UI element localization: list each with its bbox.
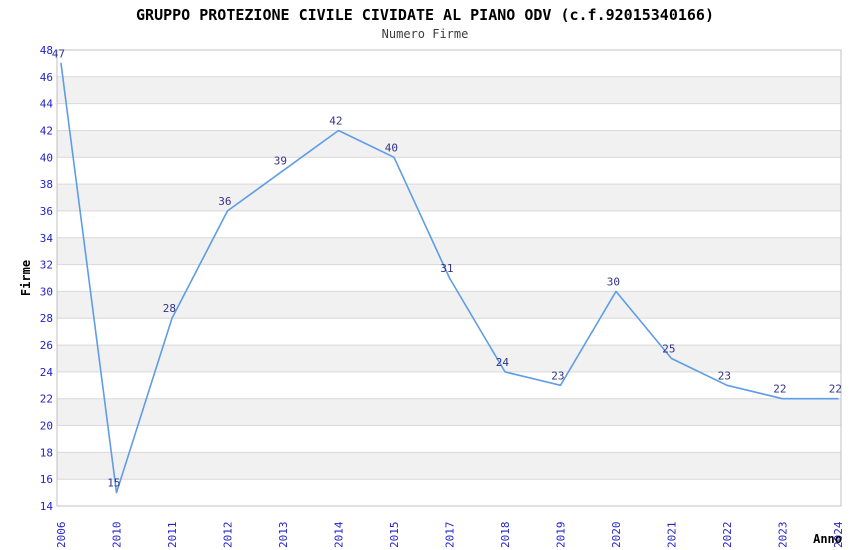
y-tick-label: 34 — [40, 232, 54, 245]
data-point-label: 39 — [274, 155, 287, 168]
y-tick-label: 28 — [40, 312, 53, 325]
y-tick-label: 48 — [40, 44, 53, 57]
plot-band — [57, 452, 841, 480]
data-line — [60, 62, 839, 494]
data-point-label: 47 — [52, 47, 65, 60]
x-tick-label: 2019 — [555, 522, 568, 549]
y-tick-label: 26 — [40, 339, 53, 352]
data-point-label: 23 — [551, 369, 564, 382]
y-axis-title: Firme — [19, 260, 33, 296]
data-point-label: 30 — [607, 275, 620, 288]
y-tick-label: 30 — [40, 285, 53, 298]
x-tick-label: 2015 — [388, 522, 401, 549]
data-point-label: 31 — [440, 262, 453, 275]
y-tick-label: 18 — [40, 446, 53, 459]
y-tick-label: 42 — [40, 125, 53, 138]
chart-subtitle: Numero Firme — [381, 27, 469, 41]
x-tick-label: 2010 — [111, 522, 124, 549]
data-point-label: 23 — [718, 369, 731, 382]
x-tick-label: 2018 — [499, 522, 512, 549]
x-tick-label: 2012 — [222, 522, 235, 549]
y-tick-label: 40 — [40, 151, 53, 164]
x-tick-label: 2023 — [777, 522, 790, 549]
x-tick-label: 2020 — [610, 522, 623, 549]
y-tick-label: 38 — [40, 178, 53, 191]
y-tick-label: 16 — [40, 473, 53, 486]
plot-band — [57, 237, 841, 265]
data-point-label: 25 — [662, 343, 675, 356]
plot-band — [57, 398, 841, 426]
y-tick-label: 32 — [40, 259, 53, 272]
y-tick-label: 20 — [40, 420, 53, 433]
x-axis-title: Anno — [813, 532, 842, 546]
y-tick-label: 24 — [40, 366, 54, 379]
data-point-label: 22 — [829, 383, 842, 396]
y-tick-label: 14 — [40, 500, 54, 513]
y-tick-label: 36 — [40, 205, 53, 218]
data-point-label: 15 — [107, 477, 120, 490]
x-tick-label: 2024 — [832, 521, 845, 548]
plot-border — [56, 49, 842, 507]
chart-title: GRUPPO PROTEZIONE CIVILE CIVIDATE AL PIA… — [136, 6, 714, 24]
plot-band — [57, 345, 841, 372]
x-tick-label: 2013 — [277, 522, 290, 549]
y-tick-label: 22 — [40, 393, 53, 406]
plot-band — [57, 130, 841, 158]
y-tick-label: 46 — [40, 71, 53, 84]
x-tick-label: 2017 — [444, 522, 457, 549]
x-tick-label: 2022 — [721, 522, 734, 549]
data-point-label: 28 — [163, 302, 176, 315]
y-tick-label: 44 — [40, 98, 54, 111]
data-point-label: 36 — [218, 195, 231, 208]
x-tick-label: 2014 — [333, 521, 346, 548]
data-point-label: 24 — [496, 356, 510, 369]
data-point-label: 42 — [329, 115, 342, 128]
x-tick-label: 2006 — [55, 522, 68, 549]
plot-band — [57, 76, 841, 104]
data-point-label: 40 — [385, 141, 398, 154]
x-tick-label: 2021 — [666, 522, 679, 549]
plot-band — [57, 184, 841, 211]
x-tick-label: 2011 — [166, 522, 179, 549]
plot-band — [57, 291, 841, 319]
data-point-label: 22 — [773, 383, 786, 396]
